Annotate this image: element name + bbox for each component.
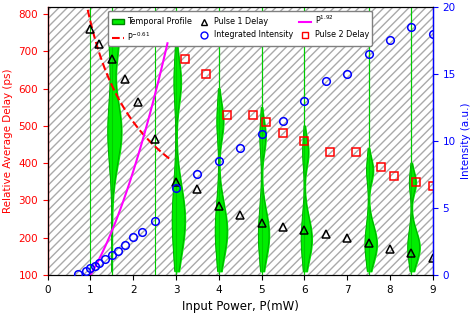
X-axis label: Input Power, P(mW): Input Power, P(mW)	[182, 300, 299, 313]
Y-axis label: Intensity (a.u.): Intensity (a.u.)	[461, 103, 471, 179]
Legend: Temporal Profile, P$^{-0.61}$, Pulse 1 Delay, Integrated Intensity, P$^{1.92}$, : Temporal Profile, P$^{-0.61}$, Pulse 1 D…	[109, 11, 372, 46]
Y-axis label: Relative Average Delay (ps): Relative Average Delay (ps)	[3, 69, 13, 213]
